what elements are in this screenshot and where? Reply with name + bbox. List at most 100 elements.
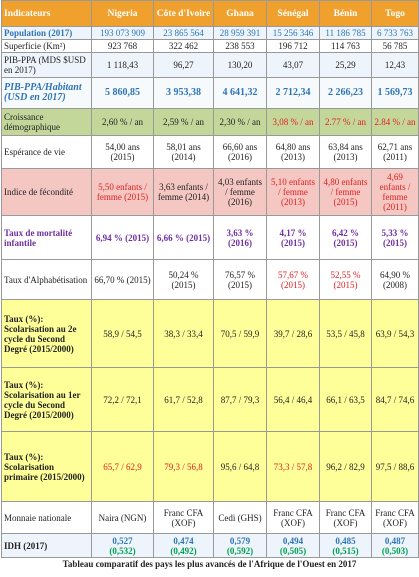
- table-cell: 0,579 (0,592): [213, 533, 267, 558]
- header-cell: Togo: [371, 0, 419, 27]
- header-cell: Bénin: [319, 0, 372, 27]
- table-cell: 79,3 / 56,8: [153, 431, 214, 502]
- table-row: Indice de fécondité 5,50 enfants / femme …: [1, 168, 419, 216]
- table-cell: 6,66 % (2015): [153, 215, 214, 260]
- row-label: Population (2017): [1, 26, 92, 40]
- table-cell: 12,43: [371, 52, 419, 78]
- table-cell: 3,63 % (2016): [213, 215, 267, 260]
- table-cell: 66,70 % (2015): [91, 259, 154, 300]
- table-cell: 196 712: [266, 39, 320, 53]
- cell-value: 0,494: [282, 535, 304, 546]
- table-cell: 3,63 enfants / femme (2014): [153, 168, 214, 216]
- table-cell: Franc CFA (XOF): [319, 501, 372, 534]
- table-cell: 52,55 % (2015): [319, 259, 372, 300]
- table-cell: 96,2 / 82,9: [319, 431, 372, 502]
- cell-value: 0,527: [112, 535, 133, 546]
- table-row: Taux (%): Scolarisation primaire (2015/2…: [1, 431, 419, 502]
- table-cell: 0,485 (0,515): [319, 533, 372, 558]
- table-cell: 15 256 346: [266, 26, 320, 40]
- header-cell: Côte d'Ivoire: [153, 0, 214, 27]
- table-cell: 1 118,43: [91, 52, 154, 78]
- table-cell: 63,84 ans (2013): [319, 135, 372, 169]
- table-cell: 0,494 (0,505): [266, 533, 320, 558]
- table-cell: 3,08 % / an: [266, 108, 320, 136]
- table-cell: Franc CFA (XOF): [371, 501, 419, 534]
- table-row: Taux (%): Scolarisation au 2e cycle du S…: [1, 299, 419, 368]
- table-cell: 56,4 / 46,4: [266, 367, 320, 432]
- row-label: Monnaie nationale: [1, 501, 92, 534]
- table-row: PIB-PPA/Habitant (USD en 2017) 5 860,85 3 …: [1, 77, 419, 109]
- cell-value: 0,474: [173, 535, 194, 546]
- table-cell: 4,80 enfants / femme (2015): [319, 168, 372, 216]
- cell-value: (0,492): [170, 545, 197, 556]
- table-cell: 2.84 % / an: [371, 108, 419, 136]
- table-cell: 6 733 763: [371, 26, 419, 40]
- table-cell: 87,7 / 79,3: [213, 367, 267, 432]
- table-row: PIB-PPA (MDS $USD en 2017) 1 118,43 96,27 1…: [1, 52, 419, 78]
- table-cell: 66,60 ans (2016): [213, 135, 267, 169]
- table-cell: Naira (NGN): [91, 501, 154, 534]
- cell-value: 0,485: [335, 535, 356, 546]
- table-row: Taux de mortalité infantile 6,94 % (2015)…: [1, 215, 419, 260]
- table-cell: 322 462: [153, 39, 214, 53]
- table-cell: 0,487 (0,503): [371, 533, 419, 558]
- table-row: Taux d'Alphabétisation 66,70 % (2015) 50,2…: [1, 259, 419, 300]
- table-cell: 4 641,32: [213, 77, 267, 109]
- table-cell: 1 569,73: [371, 77, 419, 109]
- cell-value: (0,515): [332, 545, 359, 556]
- table-cell: 2.77 % / an: [319, 108, 372, 136]
- table-cell: 23 865 564: [153, 26, 214, 40]
- row-label: Taux (%): Scolarisation primaire (2015/2…: [1, 431, 92, 502]
- cell-value: (0,532): [109, 545, 136, 556]
- table-cell: 2,30 % / an: [213, 108, 267, 136]
- table-cell: 25,29: [319, 52, 372, 78]
- table-cell: 58,9 / 54,5: [91, 299, 154, 368]
- table-cell: 4,03 enfants / femme (2016): [213, 168, 267, 216]
- table-cell: 0,527 (0,532): [91, 533, 154, 558]
- comparison-table: Indicateurs Nigeria Côte d'Ivoire Ghana Séné…: [1, 0, 419, 558]
- table-cell: 72,2 / 72,1: [91, 367, 154, 432]
- header-cell: Sénégal: [266, 0, 320, 27]
- table-cell: 63,9 / 54,3: [371, 299, 419, 368]
- table-cell: 114 763: [319, 39, 372, 53]
- table-cell: 61,7 / 52,8: [153, 367, 214, 432]
- cell-value: (0,505): [279, 545, 307, 556]
- table-cell: 923 768: [91, 39, 154, 53]
- cell-value: 0,487: [384, 535, 406, 546]
- table-cell: 56 785: [371, 39, 419, 53]
- table-cell: 2,59 % / an: [153, 108, 214, 136]
- table-cell: 4,69 enfants / femme (2011): [371, 168, 419, 216]
- table-cell: 3 953,38: [153, 77, 214, 109]
- table-cell: 73,3 / 57,8: [266, 431, 320, 502]
- row-label: PIB-PPA/Habitant (USD en 2017): [1, 77, 92, 109]
- table-cell: 57,67 % (2015): [266, 259, 320, 300]
- table-cell: 5 860,85: [91, 77, 154, 109]
- table-cell: 0,474 (0,492): [153, 533, 214, 558]
- table-cell: 6,42 % (2015): [319, 215, 372, 260]
- header-cell: Nigeria: [91, 0, 154, 27]
- table-cell: 95,6 / 64,8: [213, 431, 267, 502]
- table-cell: 58,01 ans (2014): [153, 135, 214, 169]
- table-cell: 6,94 % (2015): [91, 215, 154, 260]
- row-label: IDH (2017): [1, 533, 92, 558]
- table-cell: 5,33 % (2015): [371, 215, 419, 260]
- caption: Tableau comparatif des pays les plus ava…: [62, 559, 357, 569]
- header-row: Indicateurs Nigeria Côte d'Ivoire Ghana Séné…: [1, 0, 419, 27]
- table-row: Taux (%): Scolarisation au 1er cycle du …: [1, 367, 419, 432]
- table-cell: 65,7 / 62,9: [91, 431, 154, 502]
- cell-value: (0,503): [381, 545, 409, 556]
- table-cell: Cedi (GHS): [213, 501, 267, 534]
- row-label: Espérance de vie: [1, 135, 92, 169]
- table-cell: 53,5 / 45,8: [319, 299, 372, 368]
- cell-value: 0,579: [229, 535, 251, 546]
- table-row: IDH (2017) 0,527 (0,532) 0,474 (0,492) 0,579(…: [1, 533, 419, 558]
- table-cell: 43,07: [266, 52, 320, 78]
- row-label: Taux (%): Scolarisation au 2e cycle du S…: [1, 299, 92, 368]
- table-cell: 97,5 / 88,6: [371, 431, 419, 502]
- table-cell: 5,50 enfants / femme (2015): [91, 168, 154, 216]
- table-cell: 28 959 391: [213, 26, 267, 40]
- row-label: Taux d'Alphabétisation: [1, 259, 92, 300]
- table-row: Monnaie nationale Naira (NGN) Franc CFA (X…: [1, 501, 419, 534]
- table-row: Population (2017) 193 073 909 23 865 564 28…: [1, 26, 419, 40]
